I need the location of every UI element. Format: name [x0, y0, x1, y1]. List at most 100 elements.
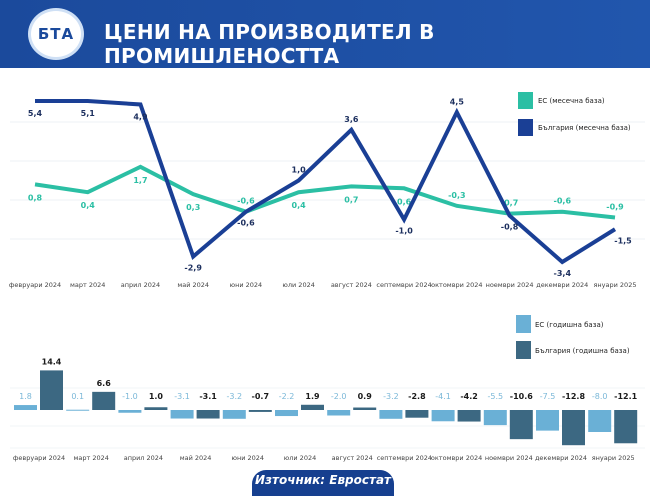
- x-tick-label: август 2024: [331, 281, 372, 289]
- data-label: 14.4: [42, 357, 62, 366]
- legend-label: България (месечна база): [538, 124, 631, 132]
- data-label: 0,7: [344, 195, 358, 204]
- bar-eu: [14, 405, 37, 410]
- data-label: 1.8: [19, 392, 32, 401]
- data-label: -1.0: [122, 392, 138, 401]
- bar-bg: [509, 410, 533, 440]
- bar-eu: [222, 410, 246, 419]
- data-label: 1,0: [292, 166, 307, 175]
- bar-bg: [144, 407, 168, 410]
- legend-swatch: [518, 92, 533, 109]
- source-label: Източник: Евростат: [252, 470, 394, 496]
- legend-label: България (годишна база): [535, 347, 630, 355]
- x-tick-label: март 2024: [70, 281, 105, 289]
- bar-bg: [405, 410, 429, 418]
- bar-eu: [483, 410, 507, 426]
- x-tick-label: април 2024: [121, 281, 160, 289]
- x-tick-label: октомври 2024: [431, 454, 482, 462]
- data-label: -2,9: [184, 264, 202, 273]
- bar-bg: [457, 410, 481, 422]
- x-tick-label: септември 2024: [376, 281, 431, 289]
- series-line-eu: [34, 164, 616, 220]
- bta-logo: БТА: [28, 8, 84, 60]
- bar-bg: [92, 391, 116, 410]
- data-label: -2.8: [408, 392, 426, 401]
- data-label: -3.1: [174, 392, 190, 401]
- bar-bg: [248, 410, 272, 412]
- bar-eu: [327, 410, 351, 416]
- x-tick-label: март 2024: [73, 454, 108, 462]
- data-label: -3.2: [226, 392, 242, 401]
- data-label: -0,6: [237, 219, 255, 228]
- data-label: -0,9: [606, 203, 624, 212]
- series-line-bg: [35, 99, 617, 265]
- bar-eu: [170, 410, 194, 419]
- data-label: -3.1: [199, 392, 217, 401]
- x-tick-label: септември 2024: [377, 454, 432, 462]
- data-label: 0.1: [71, 392, 84, 401]
- data-label: 1,7: [133, 176, 147, 185]
- x-tick-label: октомври 2024: [431, 281, 482, 289]
- data-label: -7.5: [540, 392, 556, 401]
- data-label: -2.0: [331, 392, 347, 401]
- bar-bg: [196, 410, 220, 419]
- data-label: -0,6: [237, 197, 255, 206]
- data-label: 0,3: [186, 203, 200, 212]
- data-label: -2.2: [279, 392, 295, 401]
- bar-bg: [562, 410, 585, 446]
- bar-bg: [353, 407, 377, 410]
- x-tick-label: април 2024: [124, 454, 163, 462]
- x-tick-label: юли 2024: [282, 281, 314, 289]
- legend-swatch: [518, 119, 533, 136]
- bar-eu: [275, 410, 298, 417]
- data-label: 0.9: [358, 392, 373, 401]
- x-tick-label: май 2024: [180, 454, 212, 462]
- data-label: -10.6: [510, 392, 533, 401]
- data-label: -0,6: [554, 197, 572, 206]
- data-label: -1,5: [614, 236, 632, 245]
- data-label: 4,5: [450, 97, 465, 106]
- data-label: 0,4: [292, 201, 307, 210]
- x-tick-label: ноември 2024: [486, 281, 534, 289]
- data-label: -5.5: [487, 392, 503, 401]
- x-tick-label: февруари 2024: [9, 281, 61, 289]
- x-tick-label: ноември 2024: [485, 454, 533, 462]
- data-label: -4.2: [460, 392, 478, 401]
- x-tick-label: януари 2025: [592, 454, 635, 462]
- data-label: -4.1: [435, 392, 451, 401]
- x-tick-label: юни 2024: [232, 454, 265, 462]
- legend-swatch: [516, 315, 531, 333]
- data-label: 5,1: [81, 109, 96, 118]
- bar-eu: [536, 410, 559, 431]
- data-label: -1,0: [395, 227, 413, 236]
- bar-eu: [379, 410, 403, 419]
- header: БТА ЦЕНИ НА ПРОИЗВОДИТЕЛ В ПРОМИШЛЕНОСТТ…: [0, 0, 650, 68]
- data-label: 5,4: [28, 109, 43, 118]
- x-tick-label: януари 2025: [594, 281, 637, 289]
- data-label: -12.1: [614, 392, 637, 401]
- page-title: ЦЕНИ НА ПРОИЗВОДИТЕЛ В ПРОМИШЛЕНОСТТА: [104, 20, 435, 68]
- x-tick-label: август 2024: [332, 454, 373, 462]
- data-label: -3.2: [383, 392, 399, 401]
- x-tick-label: декември 2024: [536, 281, 588, 289]
- bar-bg: [614, 410, 638, 444]
- x-tick-label: февруари 2024: [13, 454, 65, 462]
- data-label: 0,8: [28, 193, 43, 202]
- data-label: 1.9: [305, 392, 320, 401]
- data-label: -0,8: [501, 223, 519, 232]
- bar-eu: [588, 410, 612, 432]
- legend-label: ЕС (месечна база): [538, 97, 605, 105]
- data-label: -0.7: [252, 392, 270, 401]
- data-label: 6.6: [97, 379, 112, 388]
- data-label: -8.0: [592, 392, 608, 401]
- legend-swatch: [516, 341, 531, 359]
- data-label: 1.0: [149, 392, 164, 401]
- bar-eu: [66, 409, 90, 411]
- data-label: 3,6: [344, 115, 359, 124]
- x-tick-label: декември 2024: [535, 454, 587, 462]
- x-tick-label: май 2024: [177, 281, 209, 289]
- logo-text: БТА: [37, 25, 75, 43]
- bar-bg: [40, 370, 63, 410]
- x-tick-label: юни 2024: [230, 281, 263, 289]
